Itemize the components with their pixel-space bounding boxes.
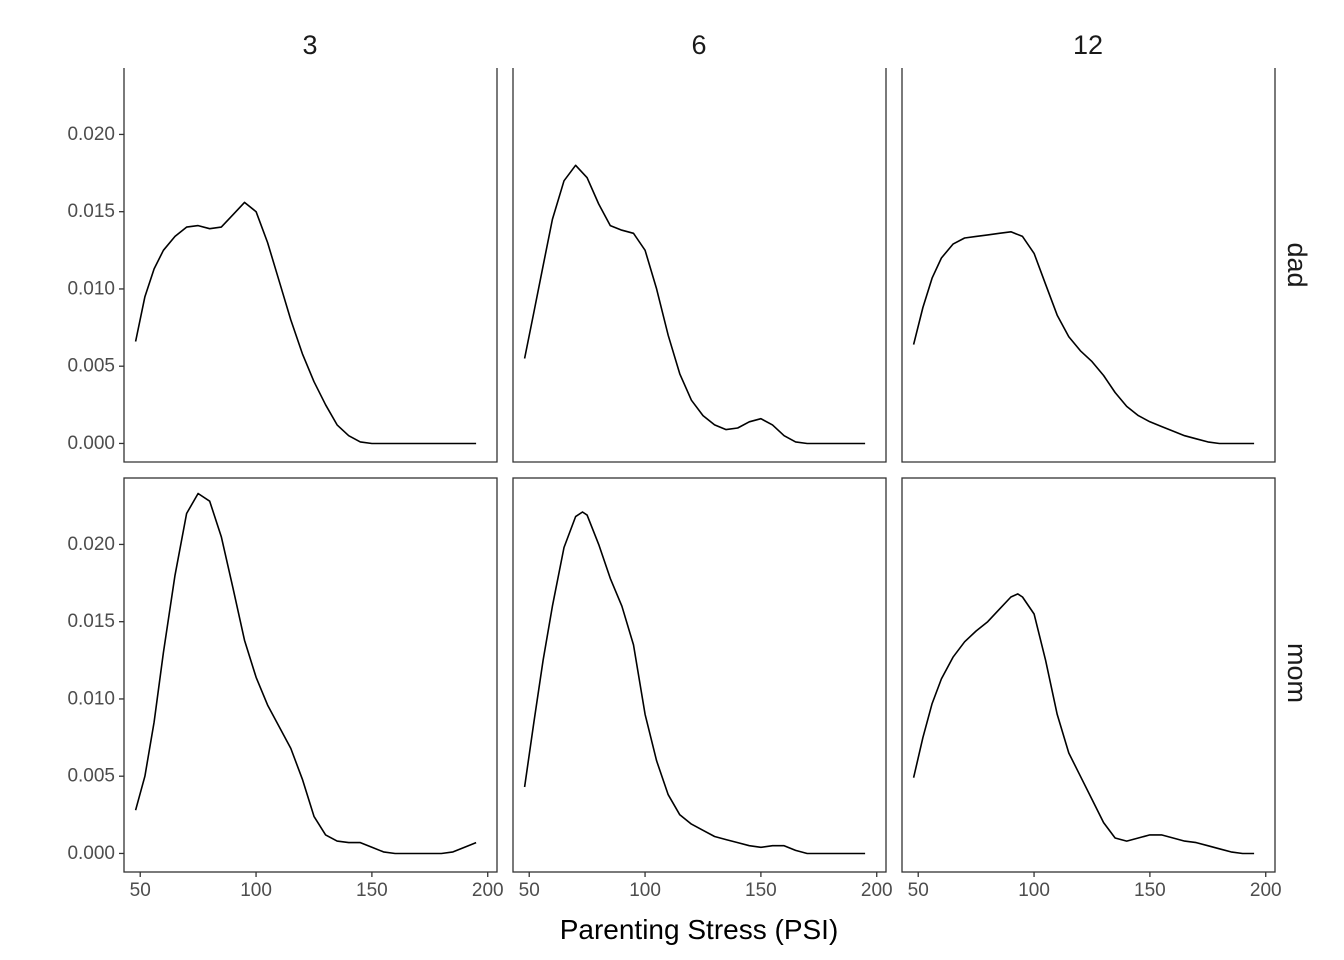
panel-frame-dad-6 [512,68,887,463]
panel-frame-mom-6 [512,477,887,873]
x-tick-label-3-1: 100 [240,880,272,901]
x-tick-label-12-2: 150 [1134,880,1166,901]
y-tick-label-dad-4: 0.020 [67,124,115,145]
x-tick-label-12-0: 50 [908,880,929,901]
density-line-mom-12 [912,593,1255,855]
x-axis-title: Parenting Stress (PSI) [560,914,839,945]
row-label-dad: dad [1282,242,1312,287]
column-label-3: 3 [302,30,317,60]
x-tick-label-6-2: 150 [745,880,777,901]
panel-frame-mom-3 [123,477,498,873]
panel-frame-dad-12 [901,68,1276,463]
density-line-dad-6 [523,164,866,445]
y-tick-label-mom-3: 0.015 [67,611,115,632]
y-tick-label-mom-0: 0.000 [67,843,115,864]
row-label-mom: mom [1282,643,1312,703]
column-label-12: 12 [1073,30,1103,60]
column-label-6: 6 [691,30,706,60]
x-tick-label-6-3: 200 [861,880,893,901]
y-tick-label-dad-0: 0.000 [67,433,115,454]
density-line-mom-6 [523,511,866,855]
y-tick-label-dad-3: 0.015 [67,201,115,222]
x-axes-group: 50 100 150 200 50 100 150 200 50 100 150 200 [130,872,1282,901]
panels-group [123,68,1276,873]
y-tick-label-mom-4: 0.020 [67,534,115,555]
x-tick-label-3-3: 200 [472,880,504,901]
y-axes-group: 0.000 0.005 0.010 0.015 0.020 0.000 0.005 0.010… [67,124,124,864]
density-line-dad-3 [134,201,477,445]
x-tick-label-12-1: 100 [1018,880,1050,901]
x-tick-label-3-0: 50 [130,880,151,901]
y-tick-label-mom-2: 0.010 [67,688,115,709]
x-tick-label-6-1: 100 [629,880,661,901]
x-tick-label-3-2: 150 [356,880,388,901]
panel-frame-dad-3 [123,68,498,463]
x-tick-label-6-0: 50 [519,880,540,901]
density-line-mom-3 [134,492,477,855]
y-tick-label-dad-1: 0.005 [67,356,115,377]
x-tick-label-12-3: 200 [1250,880,1282,901]
panel-frame-mom-12 [901,477,1276,873]
y-tick-label-dad-2: 0.010 [67,278,115,299]
density-line-dad-12 [912,231,1255,445]
y-tick-label-mom-1: 0.005 [67,766,115,787]
